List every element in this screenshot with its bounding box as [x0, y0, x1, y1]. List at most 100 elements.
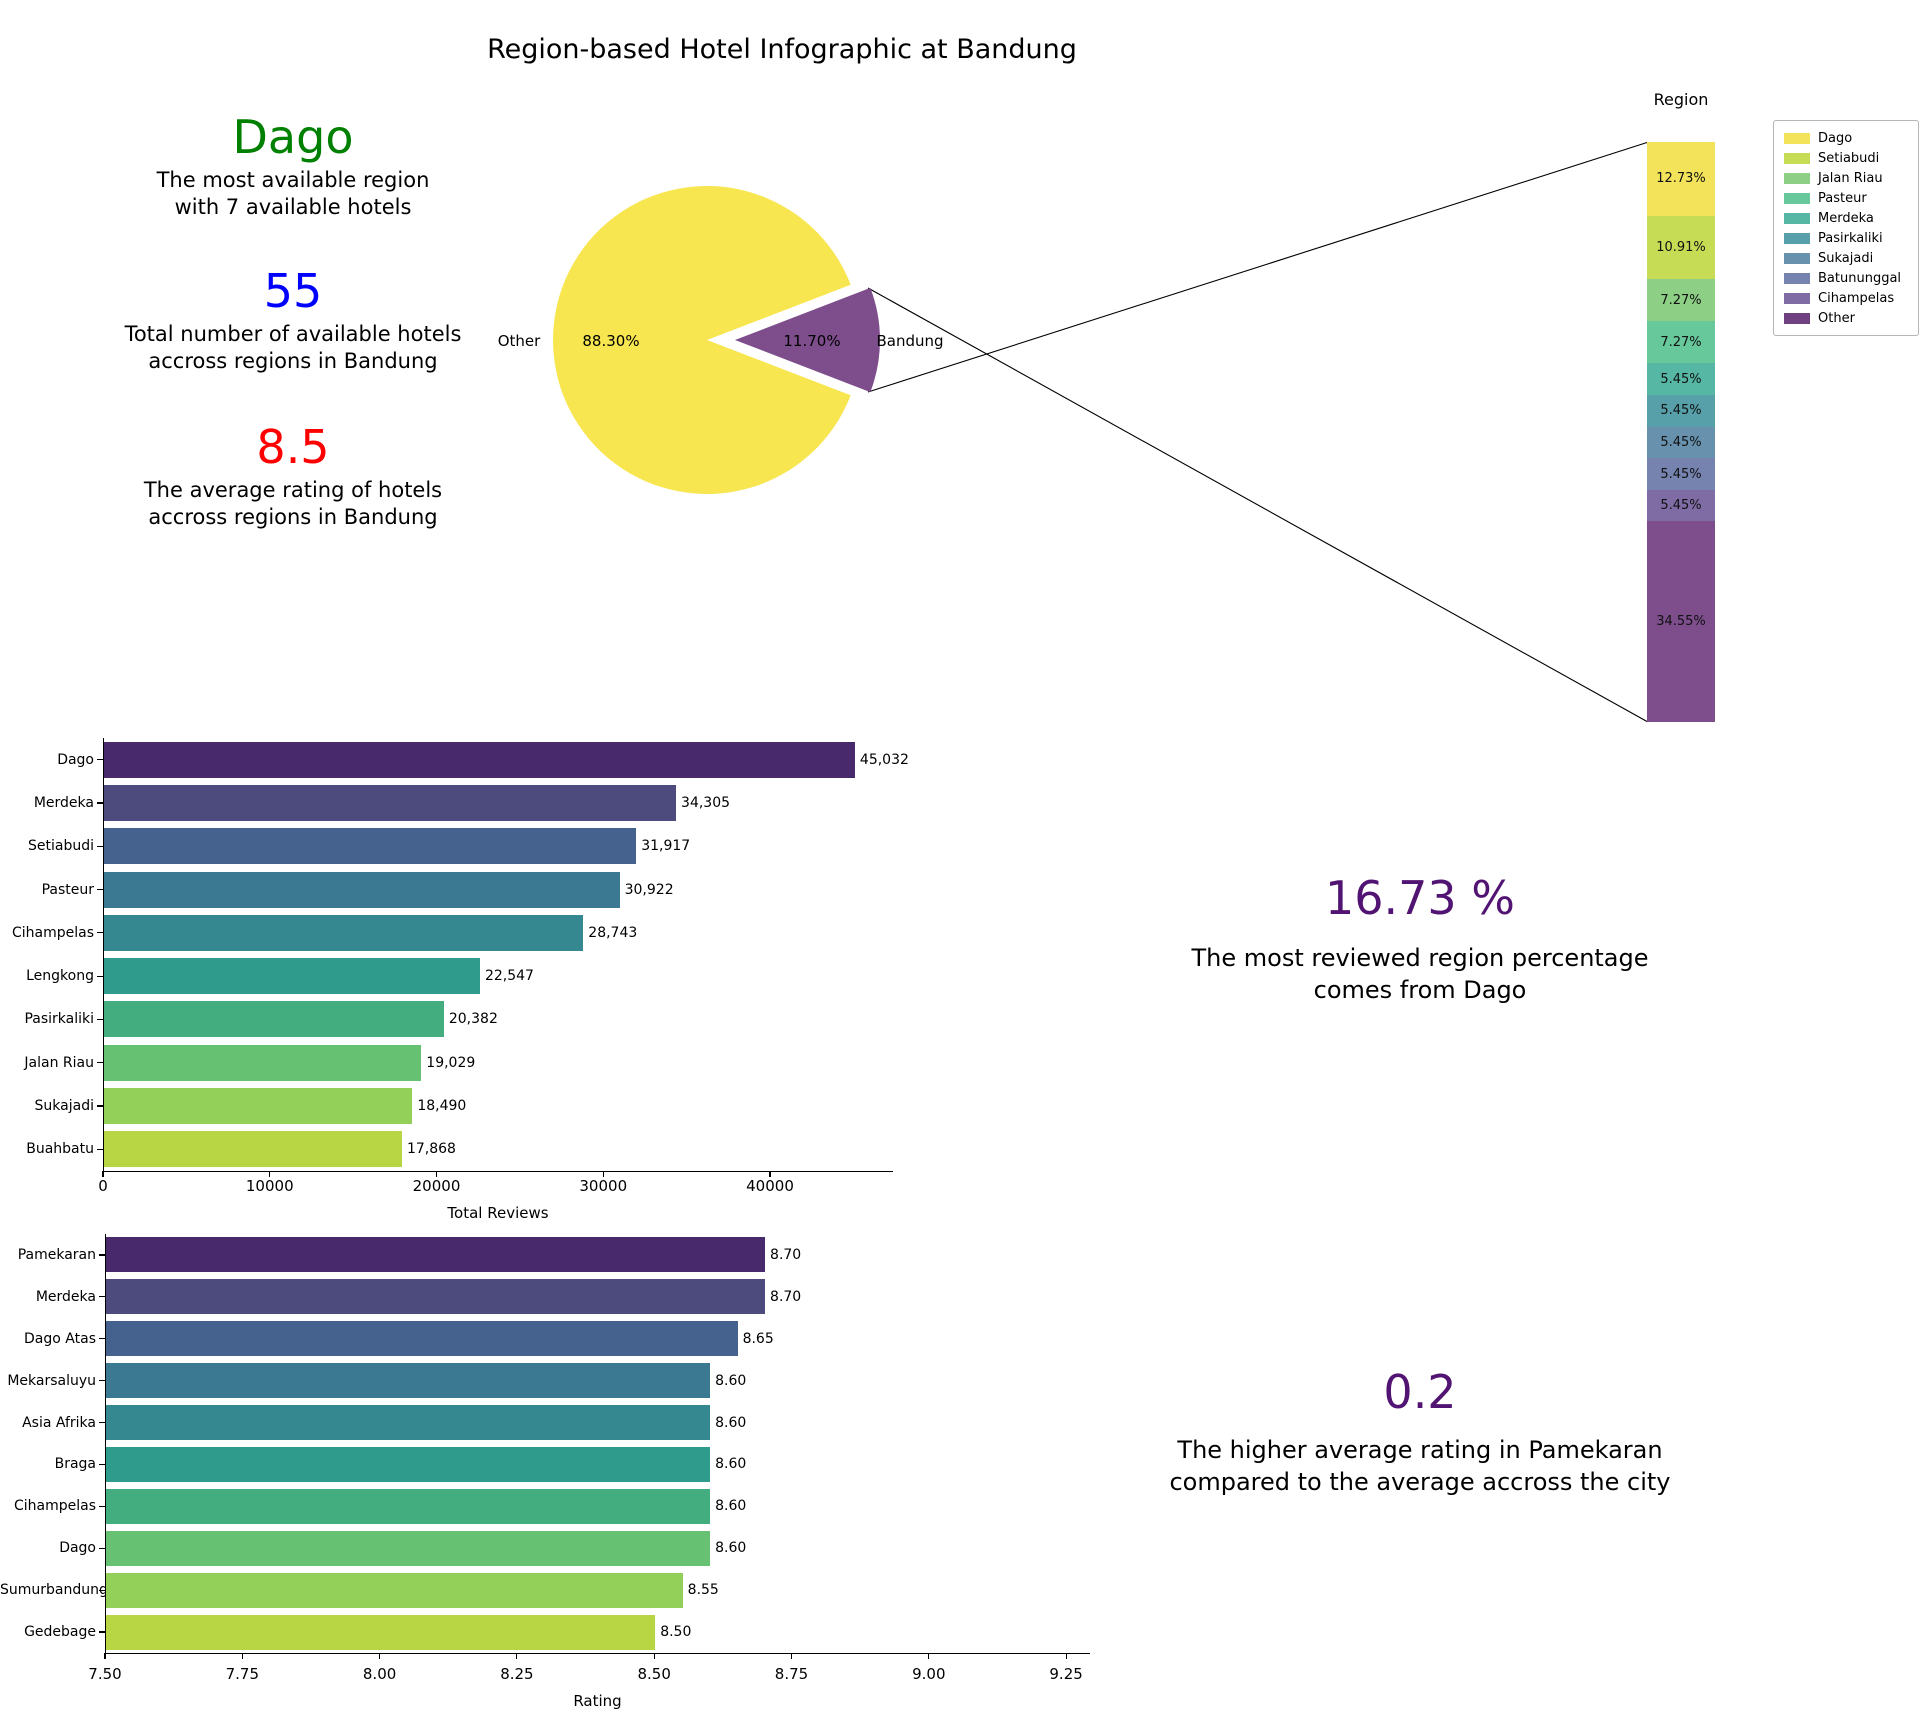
total-reviews-bar-chart: Dago 45,032 Merdeka 34,305 Setiabudi 31,917 Pa…: [0, 732, 1180, 1230]
category-label: Mekarsaluyu: [7, 1372, 96, 1389]
y-tick-mark: [97, 1148, 103, 1150]
stacked-bar-title: Region: [1653, 90, 1709, 109]
pie-slice-bandung: [735, 287, 880, 393]
legend-item-jalan-riau: Jalan Riau: [1774, 168, 1918, 188]
x-tick-mark: [790, 1653, 793, 1659]
bar-gedebage: [106, 1614, 656, 1650]
x-tick-mark: [928, 1653, 930, 1659]
bar-lengkong: [104, 958, 480, 995]
y-tick-mark: [99, 1463, 105, 1466]
category-label: Dago Atas: [24, 1330, 96, 1347]
bar-dago: [104, 741, 855, 778]
legend-item-merdeka: Merdeka: [1774, 208, 1918, 228]
x-tick-label: 9.25: [1049, 1665, 1083, 1683]
x-tick-label: 40000: [746, 1177, 794, 1195]
legend-swatch-icon: [1784, 252, 1810, 264]
legend-label: Pasteur: [1818, 190, 1867, 206]
x-tick-label: 7.75: [225, 1665, 259, 1683]
value-label: 31,917: [641, 838, 691, 855]
legend-label: Jalan Riau: [1818, 170, 1883, 186]
y-tick-mark: [99, 1631, 105, 1633]
legend-item-dago: Dago: [1774, 128, 1918, 148]
stat-value: Dago: [232, 110, 354, 164]
category-label: Gedebage: [24, 1624, 96, 1641]
stat-value: 55: [263, 264, 323, 318]
pie-label-other: Other: [498, 332, 541, 350]
x-tick-label: 20000: [412, 1177, 461, 1195]
category-label: Lengkong: [26, 968, 94, 985]
y-axis-line: [103, 738, 105, 1171]
y-tick-mark: [97, 975, 103, 977]
stack-segment-jalan-riau: 7.27%: [1647, 279, 1715, 322]
bar-sumurbandung: [106, 1572, 683, 1608]
legend-swatch-icon: [1784, 292, 1810, 304]
x-axis-title: Total Reviews: [447, 1204, 549, 1222]
bar-pamekaran: [106, 1237, 766, 1273]
legend-item-cihampelas: Cihampelas: [1774, 288, 1918, 308]
x-tick-label: 9.00: [912, 1665, 946, 1683]
legend-swatch-icon: [1784, 152, 1810, 164]
value-label: 45,032: [859, 751, 909, 768]
stack-segment-merdeka: 5.45%: [1647, 363, 1715, 396]
bar-jalan-riau: [104, 1044, 422, 1081]
category-label: Merdeka: [35, 1288, 96, 1305]
category-label: Pasirkaliki: [24, 1011, 94, 1028]
category-label: Cihampelas: [13, 1498, 96, 1515]
y-tick-mark: [99, 1338, 105, 1340]
legend-label: Cihampelas: [1818, 290, 1895, 306]
y-tick-mark: [99, 1505, 105, 1507]
y-tick-mark: [99, 1547, 105, 1549]
value-label: 17,868: [406, 1141, 456, 1158]
value-label: 8.55: [687, 1582, 719, 1599]
value-label: 8.50: [660, 1624, 692, 1641]
x-tick-mark: [1065, 1653, 1067, 1659]
category-label: Setiabudi: [28, 838, 94, 855]
category-label: Sumurbandung: [0, 1582, 108, 1599]
stack-segment-batununggal: 5.45%: [1647, 458, 1715, 490]
stack-segment-dago: 12.73%: [1647, 142, 1715, 216]
value-label: 30,922: [624, 881, 674, 898]
x-tick-label: 8.25: [500, 1665, 534, 1683]
category-label: Buahbatu: [26, 1141, 94, 1158]
category-label: Braga: [54, 1456, 96, 1473]
value-label: 8.70: [770, 1288, 802, 1305]
value-label: 8.65: [742, 1330, 774, 1347]
bar-asia-afrika: [106, 1405, 711, 1441]
x-tick-mark: [269, 1171, 271, 1177]
y-tick-mark: [99, 1589, 105, 1591]
bar-cihampelas: [104, 914, 584, 951]
y-tick-mark: [97, 759, 103, 761]
legend-label: Dago: [1818, 130, 1853, 146]
bar-dago: [106, 1530, 711, 1566]
legend-item-batununggal: Batununggal: [1774, 268, 1918, 288]
connector-line-top: [867, 141, 1648, 393]
y-tick-mark: [99, 1254, 105, 1256]
x-tick-label: 8.75: [774, 1665, 809, 1683]
category-label: Sukajadi: [34, 1098, 94, 1115]
x-tick-mark: [435, 1171, 438, 1177]
category-label: Asia Afrika: [22, 1414, 96, 1431]
x-tick-label: 8.50: [637, 1665, 671, 1683]
pie-chart: Other 88.30% 11.70% Bandung: [498, 141, 1648, 722]
y-tick-mark: [97, 845, 103, 847]
legend-swatch-icon: [1784, 232, 1810, 244]
value-label: 34,305: [681, 794, 731, 811]
y-tick-mark: [99, 1421, 105, 1424]
stack-segment-cihampelas: 5.45%: [1647, 489, 1715, 522]
legend-label: Other: [1818, 310, 1855, 326]
value-label: 22,547: [484, 968, 534, 985]
x-axis-line: [105, 1653, 1090, 1655]
bar-dago-atas: [106, 1321, 738, 1357]
x-axis-title: Rating: [573, 1692, 622, 1710]
bar-setiabudi: [104, 828, 637, 865]
legend-swatch-icon: [1784, 132, 1810, 144]
x-tick-label: 7.50: [88, 1665, 122, 1683]
legend-swatch-icon: [1784, 192, 1810, 204]
stack-segment-pasirkaliki: 5.45%: [1647, 395, 1715, 427]
bar-pasteur: [104, 871, 620, 908]
y-tick-mark: [97, 1105, 103, 1107]
bar-merdeka: [106, 1279, 766, 1315]
callout-most-reviewed: 16.73 % The most reviewed region percent…: [920, 872, 1919, 1006]
stack-segment-other: 34.55%: [1647, 521, 1715, 722]
page-title: Region-based Hotel Infographic at Bandun…: [487, 34, 1077, 65]
